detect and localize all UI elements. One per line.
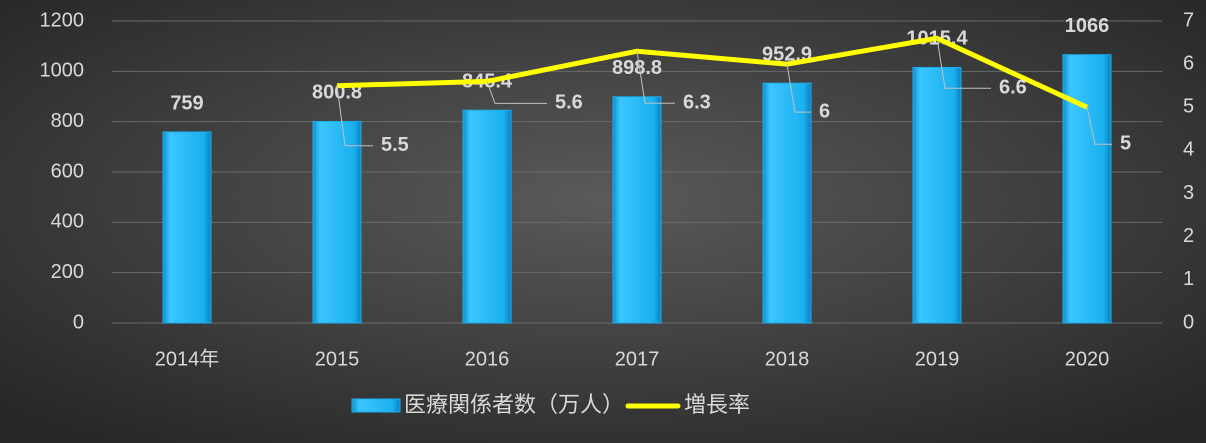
leader-line (1086, 107, 1112, 145)
y2-tick-label: 5 (1183, 96, 1194, 118)
leader-line (336, 85, 373, 147)
y-tick-label: 600 (51, 160, 84, 182)
legend-swatch (351, 398, 401, 413)
x-tick-label: 2020 (1065, 348, 1110, 370)
y2-tick-label: 7 (1183, 9, 1194, 31)
line-value-label: 5.6 (555, 92, 583, 114)
y-tick-label: 1000 (40, 60, 85, 82)
x-tick-label: 2018 (765, 348, 810, 370)
x-tick-label: 2016 (465, 348, 510, 370)
x-tick-label: 2014年 (155, 347, 220, 370)
bar-value-label: 759 (170, 92, 203, 114)
bar (462, 109, 512, 324)
y2-tick-label: 0 (1183, 311, 1194, 333)
line-value-label: 5 (1120, 133, 1131, 155)
y-tick-label: 800 (51, 110, 84, 132)
leader-line (936, 38, 991, 89)
bar (162, 131, 212, 324)
y-tick-label: 1200 (40, 9, 85, 31)
y2-tick-label: 6 (1183, 52, 1194, 74)
x-tick-label: 2015 (315, 348, 360, 370)
y2-tick-label: 2 (1183, 225, 1194, 247)
line-value-label: 6.6 (999, 77, 1027, 99)
leader-line (786, 64, 811, 113)
y2-tick-label: 4 (1183, 139, 1194, 161)
y2-tick-label: 1 (1183, 268, 1194, 290)
legend-label: 増長率 (684, 392, 750, 417)
bar-value-label: 898.8 (612, 57, 662, 79)
line-value-label: 6.3 (683, 91, 711, 113)
bar-value-label: 1066 (1065, 15, 1110, 37)
y2-tick-label: 3 (1183, 182, 1194, 204)
legend-label: 医療関係者数（万人） (404, 392, 624, 417)
leader-line (486, 81, 547, 104)
x-tick-label: 2017 (615, 348, 660, 370)
bar (762, 82, 812, 324)
leader-line (636, 51, 675, 104)
line (336, 35, 1089, 110)
bar (1062, 54, 1112, 324)
y-tick-label: 0 (73, 311, 84, 333)
bar (912, 66, 962, 324)
bar (612, 96, 662, 324)
y-tick-label: 400 (51, 211, 84, 233)
line-value-label: 6 (819, 100, 830, 122)
bar (312, 120, 362, 324)
y-tick-label: 200 (51, 261, 84, 283)
x-tick-label: 2019 (915, 348, 960, 370)
line-value-label: 5.5 (381, 134, 409, 156)
